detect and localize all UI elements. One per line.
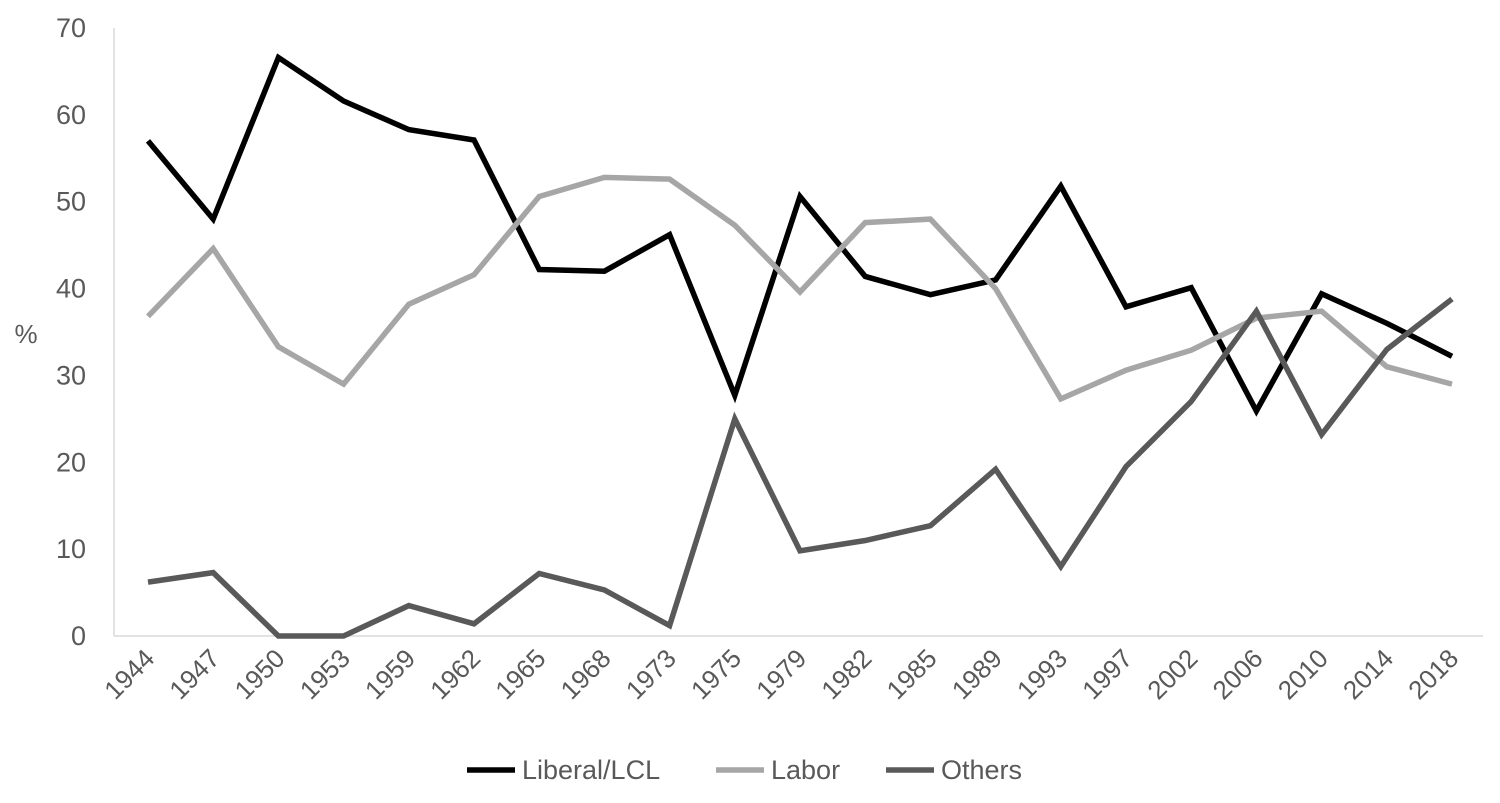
x-tick-label: 1944 <box>98 643 160 705</box>
x-tick-label: 2010 <box>1272 643 1334 705</box>
x-tick-label: 1959 <box>359 643 421 705</box>
series-line-liberal-lcl <box>145 53 1454 417</box>
x-tick-label: 1947 <box>163 643 225 705</box>
x-tick-label: 1997 <box>1076 643 1138 705</box>
legend: Liberal/LCL Labor Others <box>467 755 1022 785</box>
x-tick-label: 1962 <box>424 643 486 705</box>
y-axis-label: % <box>14 319 37 349</box>
legend-label: Labor <box>771 755 840 785</box>
y-tick-label: 20 <box>56 447 86 477</box>
x-tick-label: 1965 <box>489 643 551 705</box>
x-tick-label: 2014 <box>1337 643 1399 705</box>
x-tick-label: 1979 <box>750 643 812 705</box>
x-tick-label: 1975 <box>685 643 747 705</box>
x-tick-label: 1968 <box>555 643 617 705</box>
series-line-others <box>147 296 1454 639</box>
y-tick-label: 30 <box>56 360 86 390</box>
y-tick-label: 40 <box>56 274 86 304</box>
legend-label: Others <box>941 755 1022 785</box>
series-lines <box>145 53 1454 639</box>
x-tick-label: 1950 <box>229 643 291 705</box>
x-tick-label: 1989 <box>946 643 1008 705</box>
y-tick-label: 0 <box>71 621 86 651</box>
series-line-labor <box>146 174 1453 403</box>
y-tick-label: 50 <box>56 187 86 217</box>
x-tick-label: 2002 <box>1141 643 1203 705</box>
x-tick-label: 1982 <box>815 643 877 705</box>
y-tick-label: 60 <box>56 100 86 130</box>
x-tick-label: 1953 <box>294 643 356 705</box>
x-tick-label: 1973 <box>620 643 682 705</box>
y-tick-label: 10 <box>56 534 86 564</box>
legend-label: Liberal/LCL <box>522 755 660 785</box>
y-tick-label: 70 <box>56 13 86 43</box>
x-tick-label: 1985 <box>881 643 943 705</box>
x-tick-label: 1993 <box>1011 643 1073 705</box>
x-tick-label: 2018 <box>1402 643 1464 705</box>
x-tick-label: 2006 <box>1207 643 1269 705</box>
